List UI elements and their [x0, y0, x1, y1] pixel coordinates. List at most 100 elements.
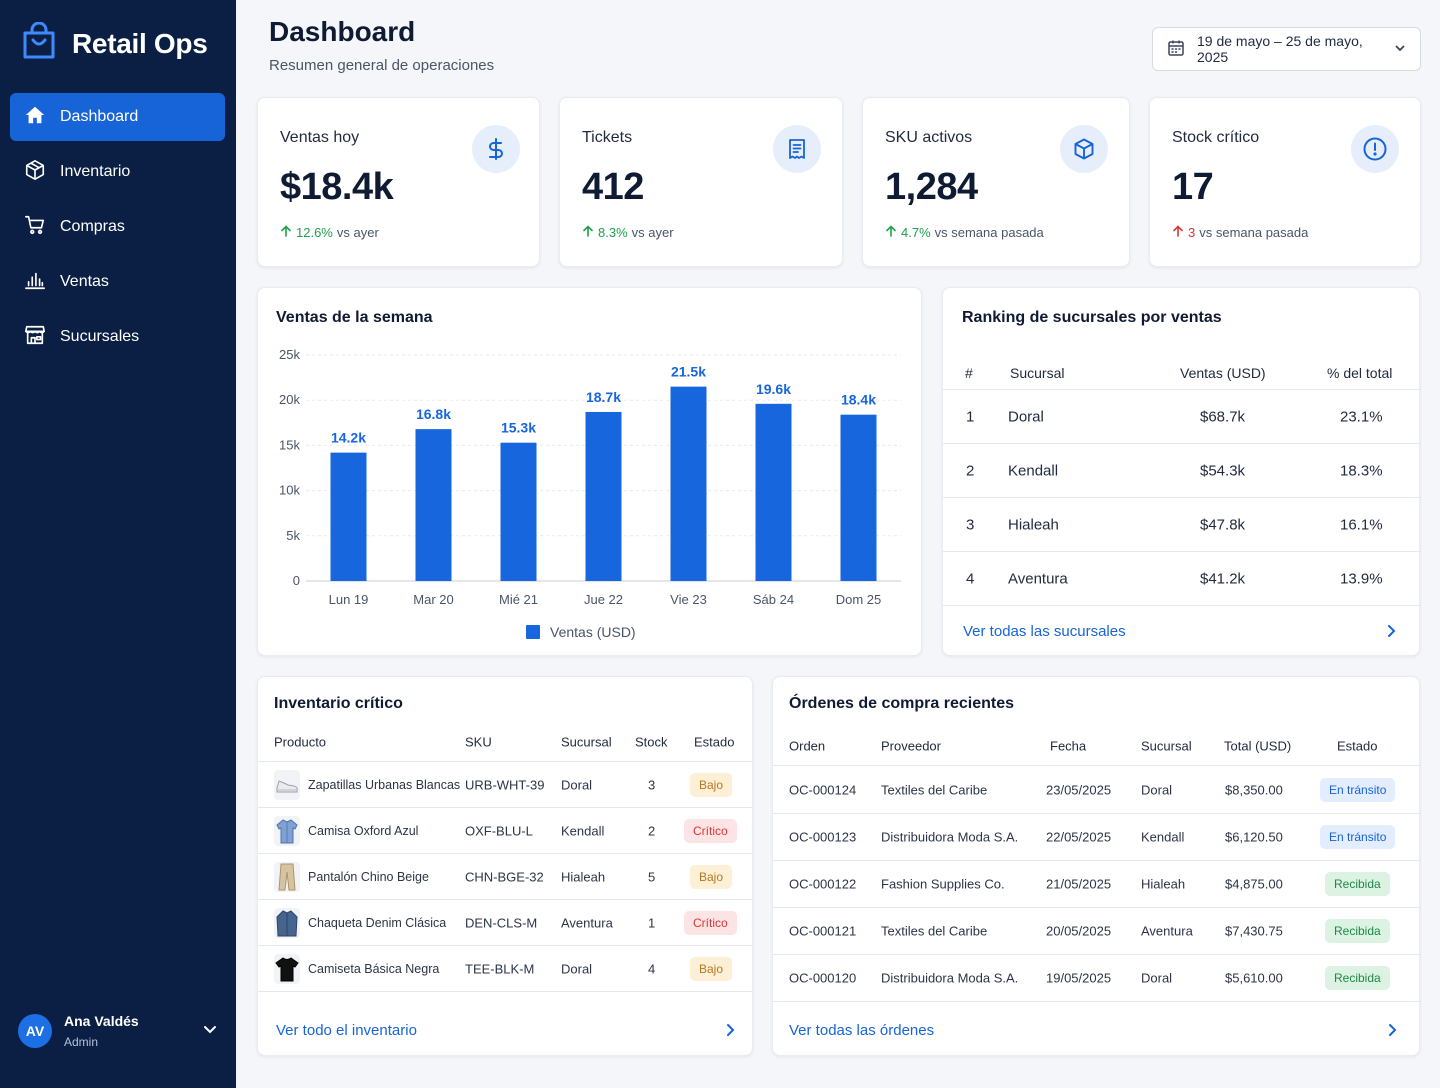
col-status: Estado	[694, 734, 735, 749]
view-all-orders-link[interactable]: Ver todas las órdenes	[789, 1022, 935, 1039]
ranking-header-row: # Sucursal Ventas (USD) % del total	[943, 356, 1421, 390]
user-menu[interactable]: AV Ana Valdés Admin	[18, 1013, 218, 1049]
product-name: Chaqueta Denim Clásica	[308, 915, 447, 930]
sidebar-item-compras[interactable]: Compras	[10, 203, 225, 251]
inventory-row[interactable]: Camiseta Básica Negra TEE-BLK-M Doral 4 Bajo	[258, 946, 754, 992]
brand[interactable]: Retail Ops	[22, 21, 208, 65]
order-row[interactable]: OC-000122 Fashion Supplies Co. 21/05/2025 H…	[773, 861, 1421, 908]
bar-dom-25[interactable]	[840, 414, 877, 581]
ranking-row[interactable]: 3 Hialeah $47.8k 16.1%	[943, 498, 1421, 552]
col-supplier: Proveedor	[881, 738, 941, 753]
jacket-icon	[274, 907, 300, 938]
recent-orders-card: Órdenes de compra recientes Orden Provee…	[772, 676, 1421, 1056]
status-badge-label: Crítico	[684, 910, 737, 935]
kpi-card-ventas-hoy: Ventas hoy $18.4k 12.6% vs ayer	[257, 97, 540, 267]
sidebar-item-ventas[interactable]: Ventas	[10, 258, 225, 306]
kpi-delta-value: 3	[1188, 225, 1196, 240]
product-name: Camiseta Básica Negra	[308, 961, 440, 976]
col-branch: Sucursal	[561, 734, 612, 749]
order-date: 22/05/2025	[1046, 829, 1112, 845]
status-badge: Recibida	[1325, 872, 1390, 896]
date-range-picker[interactable]: 19 de mayo – 25 de mayo, 2025	[1152, 27, 1421, 71]
col-rank: #	[965, 364, 973, 381]
data-label: 18.4k	[841, 392, 876, 408]
y-tick-label: 25k	[279, 347, 300, 362]
branch-name: Aventura	[1008, 570, 1068, 587]
sidebar-item-dashboard[interactable]: Dashboard	[10, 93, 225, 141]
chevron-down-icon[interactable]	[202, 1021, 218, 1042]
ranking-row[interactable]: 2 Kendall $54.3k 18.3%	[943, 444, 1421, 498]
kpi-compare: vs semana pasada	[1199, 225, 1309, 240]
kpi-delta-value: 4.7%	[901, 225, 931, 240]
kpi-label: Stock crítico	[1172, 129, 1260, 146]
inventory-row[interactable]: Camisa Oxford Azul OXF-BLU-L Kendall 2 Críti…	[258, 808, 754, 854]
home-icon	[24, 104, 46, 131]
chart-title: Ventas de la semana	[276, 309, 433, 326]
receipt-icon	[773, 125, 821, 173]
order-id[interactable]: OC-000121	[789, 923, 857, 939]
col-stock: Stock	[635, 734, 668, 749]
inventory-header-row: Producto SKU Sucursal Stock Estado	[258, 722, 754, 762]
orders-header-row: Orden Proveedor Fecha Sucursal Total (US…	[773, 726, 1421, 766]
branch-sales: $47.8k	[1200, 516, 1246, 533]
status-badge-label: Bajo	[690, 956, 733, 981]
sidebar-item-sucursales[interactable]: Sucursales	[10, 313, 225, 361]
order-row[interactable]: OC-000123 Distribuidora Moda S.A. 22/05/20…	[773, 814, 1421, 861]
bar-mar-20[interactable]	[415, 429, 452, 581]
x-tick-label: Mar 20	[413, 592, 453, 607]
order-total: $5,610.00	[1225, 970, 1283, 986]
view-all-branches-link[interactable]: Ver todas las sucursales	[963, 623, 1126, 640]
order-id[interactable]: OC-000122	[789, 876, 857, 892]
inventory-row[interactable]: Zapatillas Urbanas Blancas URB-WHT-39 Dora…	[258, 762, 754, 808]
x-tick-label: Dom 25	[836, 592, 882, 607]
ranking-row[interactable]: 1 Doral $68.7k 23.1%	[943, 390, 1421, 444]
sidebar-item-inventario[interactable]: Inventario	[10, 148, 225, 196]
orders-title: Órdenes de compra recientes	[789, 695, 1014, 712]
ranking-title: Ranking de sucursales por ventas	[962, 309, 1222, 326]
bar-mié-21[interactable]	[500, 442, 537, 581]
chevron-right-icon[interactable]	[1385, 624, 1397, 643]
order-id[interactable]: OC-000124	[789, 782, 857, 798]
product-name: Camisa Oxford Azul	[308, 823, 419, 838]
order-id[interactable]: OC-000123	[789, 829, 857, 845]
branch-sales: $68.7k	[1200, 408, 1246, 425]
user-info: Ana Valdés Admin	[64, 1013, 139, 1049]
product-branch: Doral	[561, 777, 593, 792]
kpi-delta: 8.3% vs ayer	[582, 225, 674, 240]
shopping-bag-icon	[22, 21, 56, 65]
user-role: Admin	[64, 1035, 99, 1049]
col-total: Total (USD)	[1224, 738, 1292, 753]
view-all-inventory-link[interactable]: Ver todo el inventario	[276, 1022, 417, 1039]
product-name: Zapatillas Urbanas Blancas	[308, 777, 461, 792]
bar-jue-22[interactable]	[585, 411, 622, 581]
inventory-row[interactable]: Pantalón Chino Beige CHN-BGE-32 Hialeah 5 Ba…	[258, 854, 754, 900]
bar-sáb-24[interactable]	[755, 403, 792, 581]
order-id[interactable]: OC-000120	[789, 970, 857, 986]
branch-sales: $41.2k	[1200, 570, 1246, 587]
status-badge: En tránsito	[1320, 778, 1396, 802]
status-badge: Bajo	[690, 772, 733, 797]
critical-inventory-card: Inventario crítico Producto SKU Sucursal…	[257, 676, 754, 1056]
arrow-up-icon	[1172, 225, 1184, 240]
arrow-up-icon	[280, 225, 292, 240]
inventory-row[interactable]: Chaqueta Denim Clásica DEN-CLS-M Aventura 1…	[258, 900, 754, 946]
ranking-row[interactable]: 4 Aventura $41.2k 13.9%	[943, 552, 1421, 606]
col-pct: % del total	[1327, 364, 1393, 381]
branch-pct: 18.3%	[1340, 462, 1383, 479]
order-row[interactable]: OC-000121 Textiles del Caribe 20/05/2025 Av…	[773, 908, 1421, 955]
branch-pct: 23.1%	[1340, 408, 1383, 425]
branch-pct: 16.1%	[1340, 516, 1383, 533]
x-tick-label: Lun 19	[329, 592, 369, 607]
kpi-compare: vs ayer	[336, 225, 379, 240]
order-total: $4,875.00	[1225, 876, 1283, 892]
bar-vie-23[interactable]	[670, 386, 707, 581]
y-tick-label: 20k	[279, 392, 300, 407]
order-row[interactable]: OC-000124 Textiles del Caribe 23/05/2025 Do…	[773, 767, 1421, 814]
bar-lun-19[interactable]	[330, 452, 367, 581]
chevron-right-icon[interactable]	[724, 1023, 736, 1042]
calendar-icon	[1167, 39, 1185, 60]
chevron-right-icon[interactable]	[1386, 1023, 1398, 1042]
order-row[interactable]: OC-000120 Distribuidora Moda S.A. 19/05/20…	[773, 955, 1421, 1002]
x-tick-label: Vie 23	[670, 592, 707, 607]
branch-pct: 13.9%	[1340, 570, 1383, 587]
